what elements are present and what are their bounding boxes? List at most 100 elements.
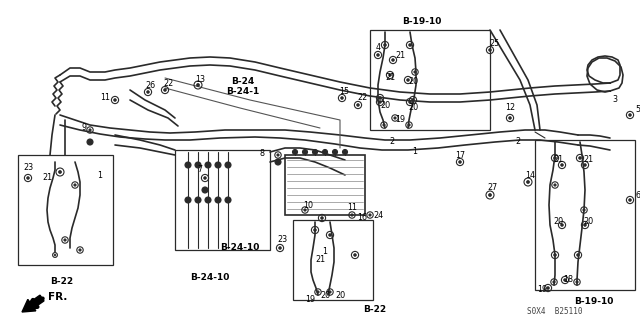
Circle shape [489, 49, 492, 51]
Circle shape [196, 84, 200, 86]
Circle shape [333, 150, 337, 154]
Circle shape [377, 54, 380, 56]
Text: 20: 20 [583, 218, 593, 226]
Circle shape [408, 124, 410, 126]
Circle shape [204, 177, 206, 179]
Circle shape [354, 254, 356, 256]
Text: 24: 24 [373, 211, 383, 219]
Circle shape [409, 101, 412, 103]
Text: 1: 1 [323, 248, 328, 256]
Circle shape [185, 162, 191, 168]
Text: 15: 15 [339, 86, 349, 95]
Text: 8: 8 [259, 149, 264, 158]
Bar [370, 30, 490, 130]
Circle shape [79, 249, 81, 251]
Text: B-22: B-22 [364, 306, 387, 315]
Text: 21: 21 [42, 174, 52, 182]
Text: 6: 6 [636, 190, 640, 199]
Circle shape [89, 129, 92, 131]
Text: 4: 4 [376, 43, 381, 53]
Text: B-24-10: B-24-10 [190, 273, 230, 283]
Circle shape [351, 214, 353, 216]
Circle shape [584, 224, 586, 226]
Circle shape [379, 97, 381, 99]
Text: 14: 14 [525, 170, 535, 180]
Circle shape [628, 114, 631, 116]
Circle shape [312, 150, 317, 154]
Text: 1: 1 [413, 147, 417, 157]
Text: B-24-10: B-24-10 [220, 243, 260, 253]
Circle shape [225, 162, 231, 168]
Circle shape [303, 150, 307, 154]
Circle shape [147, 91, 149, 93]
Circle shape [329, 291, 332, 293]
Text: 20: 20 [320, 292, 330, 300]
Circle shape [74, 184, 76, 186]
Text: 16: 16 [357, 213, 367, 222]
Circle shape [412, 99, 414, 101]
Circle shape [277, 154, 279, 156]
Circle shape [459, 161, 461, 163]
Circle shape [561, 164, 563, 166]
Text: 12: 12 [505, 103, 515, 113]
Circle shape [383, 44, 387, 46]
Bar [175, 150, 270, 250]
Circle shape [114, 99, 116, 101]
Text: 18: 18 [563, 276, 573, 285]
Circle shape [58, 170, 61, 174]
Text: 27: 27 [488, 183, 498, 192]
Text: 17: 17 [455, 151, 465, 160]
Text: B-22: B-22 [51, 278, 74, 286]
Text: 7: 7 [197, 166, 203, 174]
Circle shape [628, 199, 631, 201]
Circle shape [329, 234, 332, 236]
Text: 13: 13 [195, 75, 205, 84]
Text: 19: 19 [395, 115, 405, 124]
Circle shape [577, 254, 579, 256]
Text: 22: 22 [357, 93, 367, 102]
Circle shape [388, 74, 391, 76]
Circle shape [321, 217, 323, 219]
Circle shape [278, 247, 282, 249]
Circle shape [561, 224, 563, 226]
Circle shape [304, 209, 306, 211]
Text: 10: 10 [303, 201, 313, 210]
Text: 20: 20 [335, 292, 345, 300]
Circle shape [583, 209, 585, 211]
Text: 9: 9 [81, 122, 86, 131]
Text: 21: 21 [553, 155, 563, 165]
Circle shape [554, 184, 556, 186]
Circle shape [392, 59, 394, 61]
Bar [535, 140, 635, 290]
Circle shape [579, 157, 581, 160]
Circle shape [275, 159, 281, 165]
Circle shape [584, 164, 586, 166]
Circle shape [406, 79, 410, 81]
Circle shape [205, 197, 211, 203]
Text: 5: 5 [636, 106, 640, 115]
Bar [285, 155, 365, 215]
Circle shape [215, 197, 221, 203]
Circle shape [215, 162, 221, 168]
Text: B-19-10: B-19-10 [574, 298, 614, 307]
Bar [18, 155, 113, 265]
Circle shape [379, 101, 381, 103]
Text: S0X4  B25110: S0X4 B25110 [527, 308, 583, 316]
Text: FR.: FR. [48, 292, 68, 302]
Circle shape [409, 44, 412, 46]
Text: 20: 20 [380, 100, 390, 109]
Text: 11: 11 [347, 203, 357, 211]
Text: 2: 2 [389, 137, 395, 146]
Circle shape [554, 254, 556, 256]
Text: 21: 21 [315, 256, 325, 264]
Circle shape [414, 71, 416, 73]
Text: 11: 11 [100, 93, 110, 101]
Circle shape [576, 281, 578, 283]
Circle shape [564, 279, 566, 281]
Text: 19: 19 [537, 286, 547, 294]
Circle shape [356, 104, 359, 106]
Text: B-19-10: B-19-10 [403, 18, 442, 26]
Circle shape [369, 214, 371, 216]
Text: 3: 3 [612, 95, 618, 105]
Circle shape [323, 150, 328, 154]
